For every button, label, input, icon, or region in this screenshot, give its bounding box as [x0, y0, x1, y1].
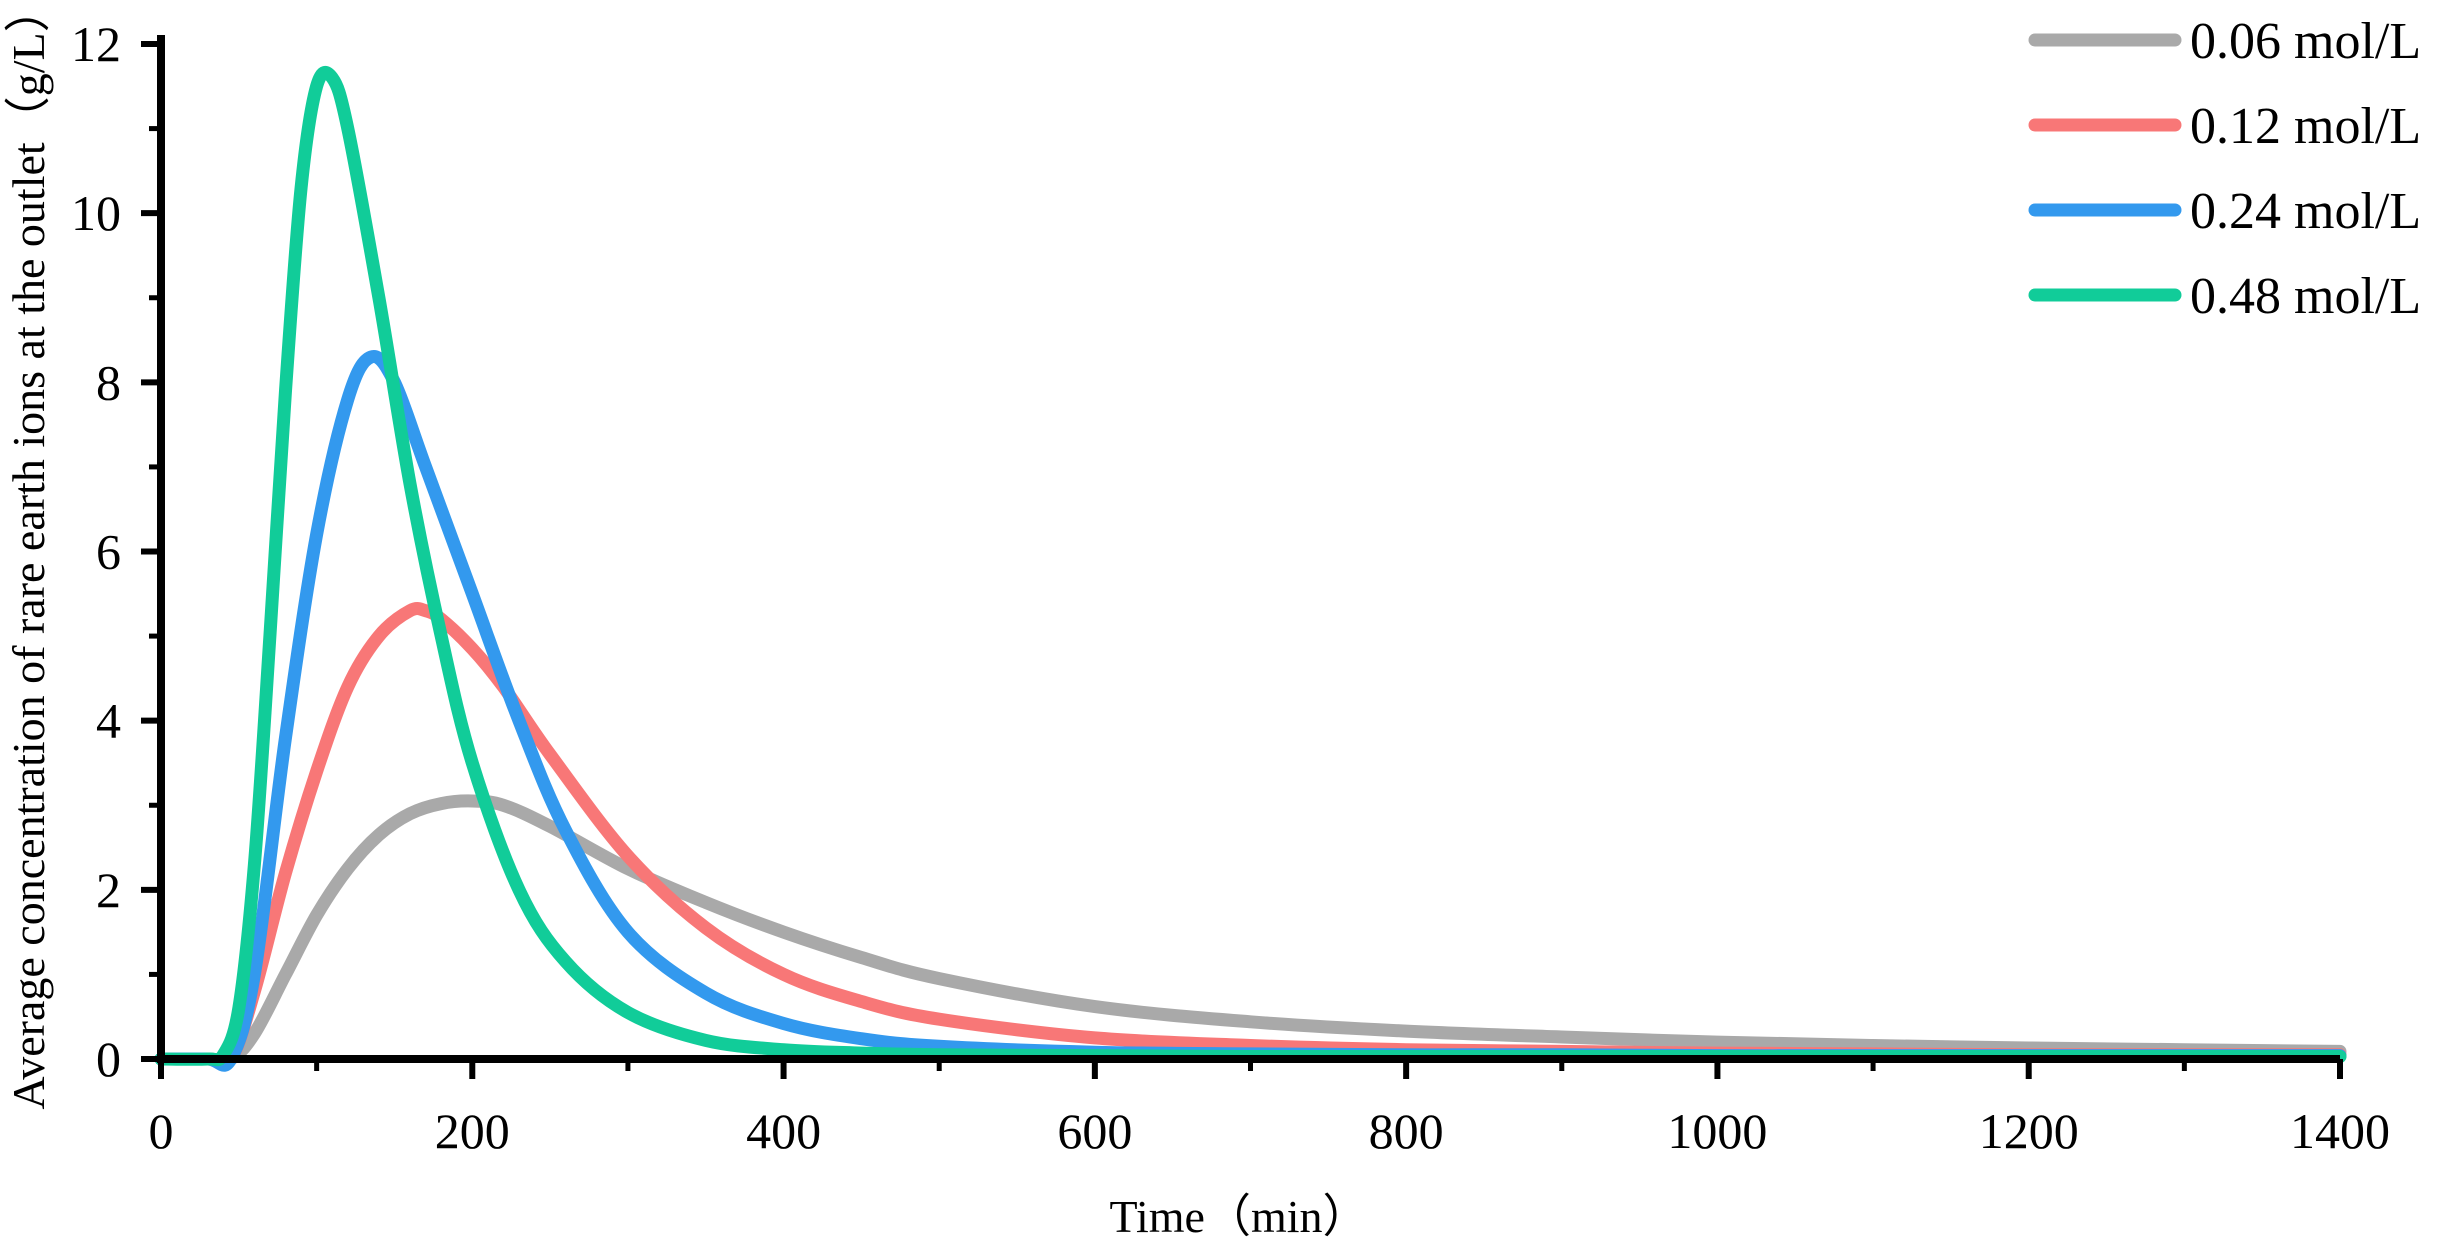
series-line-2	[154, 601, 2347, 1071]
x-axis-title: Time（min）	[1109, 1191, 1368, 1242]
y-tick-label: 10	[71, 185, 121, 241]
series-line-3	[154, 350, 2347, 1072]
x-tick-label: 400	[746, 1103, 821, 1159]
y-tick-label: 2	[96, 862, 121, 918]
y-axis-title: Average concentration of rare earth ions…	[3, 0, 54, 1110]
y-tick-label: 8	[96, 354, 121, 410]
series-line-4	[154, 66, 2347, 1067]
axes-layer	[157, 35, 2340, 1063]
x-tick-label: 1200	[1979, 1103, 2079, 1159]
series-line-1	[154, 794, 2347, 1068]
legend-label-4: 0.48 mol/L	[2190, 268, 2421, 325]
x-tick-label: 1400	[2290, 1103, 2390, 1159]
x-tick-label: 800	[1369, 1103, 1444, 1159]
ticks-layer: 0 200 400 600 800 1000 1200 1400 0 2 4 6 8 10 12	[71, 16, 2390, 1159]
y-tick-label: 12	[71, 16, 121, 72]
legend: 0.06 mol/L 0.12 mol/L 0.24 mol/L 0.48 mol/L	[2028, 13, 2421, 325]
legend-label-3: 0.24 mol/L	[2190, 183, 2421, 240]
y-tick-label: 6	[96, 524, 121, 580]
legend-label-2: 0.12 mol/L	[2190, 98, 2421, 155]
y-tick-label: 0	[96, 1031, 121, 1087]
y-tick-label: 4	[96, 693, 121, 749]
x-tick-label: 600	[1057, 1103, 1132, 1159]
x-tick-label: 1000	[1667, 1103, 1767, 1159]
legend-label-1: 0.06 mol/L	[2190, 13, 2421, 70]
x-tick-label: 0	[149, 1103, 174, 1159]
series-layer	[154, 66, 2347, 1072]
x-tick-label: 200	[435, 1103, 510, 1159]
